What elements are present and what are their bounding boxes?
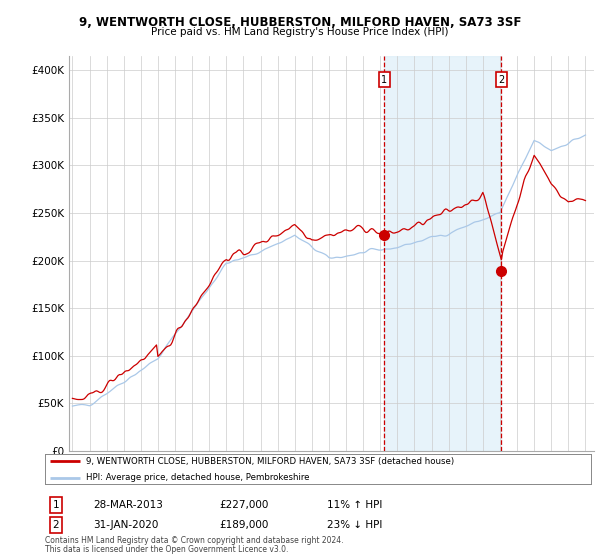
Text: 2: 2 <box>52 520 59 530</box>
Text: Contains HM Land Registry data © Crown copyright and database right 2024.: Contains HM Land Registry data © Crown c… <box>45 536 343 545</box>
Text: 9, WENTWORTH CLOSE, HUBBERSTON, MILFORD HAVEN, SA73 3SF: 9, WENTWORTH CLOSE, HUBBERSTON, MILFORD … <box>79 16 521 29</box>
Text: 2: 2 <box>498 75 505 85</box>
Text: 1: 1 <box>52 500 59 510</box>
Text: £227,000: £227,000 <box>219 500 268 510</box>
Text: 1: 1 <box>381 75 387 85</box>
Text: 23% ↓ HPI: 23% ↓ HPI <box>327 520 382 530</box>
Text: Price paid vs. HM Land Registry's House Price Index (HPI): Price paid vs. HM Land Registry's House … <box>151 27 449 37</box>
Text: 11% ↑ HPI: 11% ↑ HPI <box>327 500 382 510</box>
Text: This data is licensed under the Open Government Licence v3.0.: This data is licensed under the Open Gov… <box>45 545 289 554</box>
Text: 28-MAR-2013: 28-MAR-2013 <box>93 500 163 510</box>
Bar <box>384 56 502 451</box>
Text: 31-JAN-2020: 31-JAN-2020 <box>93 520 158 530</box>
Text: £189,000: £189,000 <box>219 520 268 530</box>
Text: HPI: Average price, detached house, Pembrokeshire: HPI: Average price, detached house, Pemb… <box>86 473 310 482</box>
Text: 9, WENTWORTH CLOSE, HUBBERSTON, MILFORD HAVEN, SA73 3SF (detached house): 9, WENTWORTH CLOSE, HUBBERSTON, MILFORD … <box>86 457 454 466</box>
